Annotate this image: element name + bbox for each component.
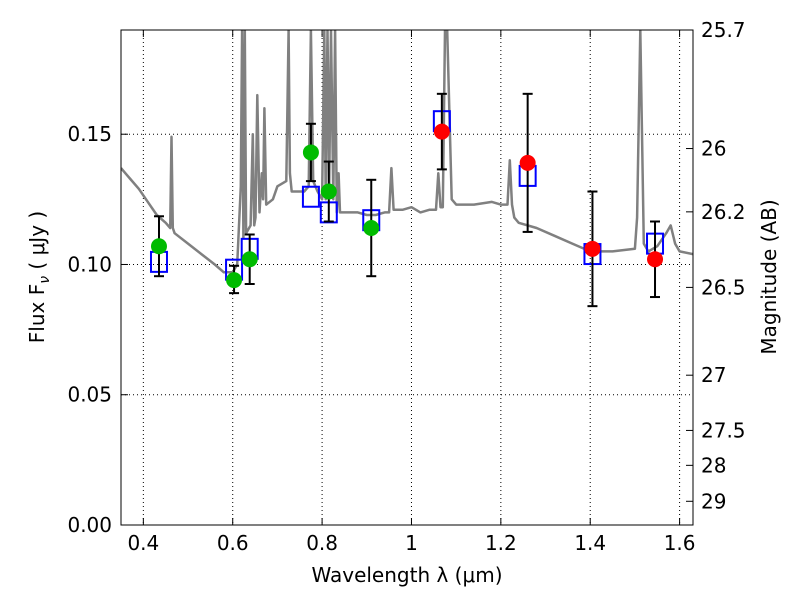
data-points bbox=[150, 123, 664, 289]
model-spectrum-line bbox=[121, 30, 693, 274]
y-axis-title-units: ( μJy ) bbox=[25, 211, 49, 276]
x-tick-label: 1.2 bbox=[485, 531, 517, 555]
y-tick-label: 0.00 bbox=[67, 513, 112, 537]
y-axis-title-main: Flux F bbox=[25, 284, 49, 343]
data-point-ir bbox=[584, 240, 601, 257]
data-point-optical bbox=[226, 272, 243, 289]
x-tick-label: 0.6 bbox=[217, 531, 249, 555]
x-tick-label: 1.6 bbox=[664, 531, 696, 555]
y-tick-label: 0.10 bbox=[67, 252, 112, 276]
y2-tick-label: 26.5 bbox=[701, 275, 746, 299]
plot-area bbox=[121, 30, 693, 525]
x-tick-label: 1.4 bbox=[574, 531, 606, 555]
data-point-optical bbox=[241, 251, 258, 268]
data-point-optical bbox=[302, 144, 319, 161]
x-axis-title: Wavelength λ (μm) bbox=[311, 563, 502, 587]
y2-tick-label: 27 bbox=[701, 363, 726, 387]
spectrum-layer bbox=[121, 30, 693, 274]
data-point-ir bbox=[433, 123, 450, 140]
y-tick-label: 0.05 bbox=[67, 383, 112, 407]
model-box bbox=[301, 185, 320, 208]
x-tick-label: 1 bbox=[405, 531, 418, 555]
y2-tick-label: 25.7 bbox=[701, 18, 746, 42]
plot-frame bbox=[120, 29, 694, 526]
y-tick-label: 0.15 bbox=[67, 122, 112, 146]
data-point-optical bbox=[363, 220, 380, 236]
y2-tick-label: 26.2 bbox=[701, 200, 746, 224]
y2-tick-label: 26 bbox=[701, 137, 726, 161]
y2-axis-ticks: 25.7 26 26.2 26.5 27 27.5 28 29 bbox=[686, 18, 746, 513]
x-tick-label: 0.8 bbox=[306, 531, 338, 555]
x-tick-label: 0.4 bbox=[127, 531, 159, 555]
data-point-ir bbox=[519, 154, 536, 171]
x-axis-ticks: 0.4 0.6 0.8 1 1.2 1.4 1.6 bbox=[127, 30, 696, 555]
y-axis-title: Flux Fν ( μJy ) bbox=[25, 211, 53, 343]
y2-tick-label: 27.5 bbox=[701, 418, 746, 442]
y2-tick-label: 29 bbox=[701, 489, 726, 513]
y-axis-title-subscript: ν bbox=[37, 276, 53, 284]
y2-tick-label: 28 bbox=[701, 453, 726, 477]
y-axis-ticks: 0.00 0.05 0.10 0.15 bbox=[67, 122, 128, 537]
y2-axis-title: Magnitude (AB) bbox=[757, 199, 781, 354]
data-point-optical bbox=[150, 238, 167, 255]
data-point-ir bbox=[647, 251, 664, 268]
data-point-optical bbox=[320, 183, 337, 200]
